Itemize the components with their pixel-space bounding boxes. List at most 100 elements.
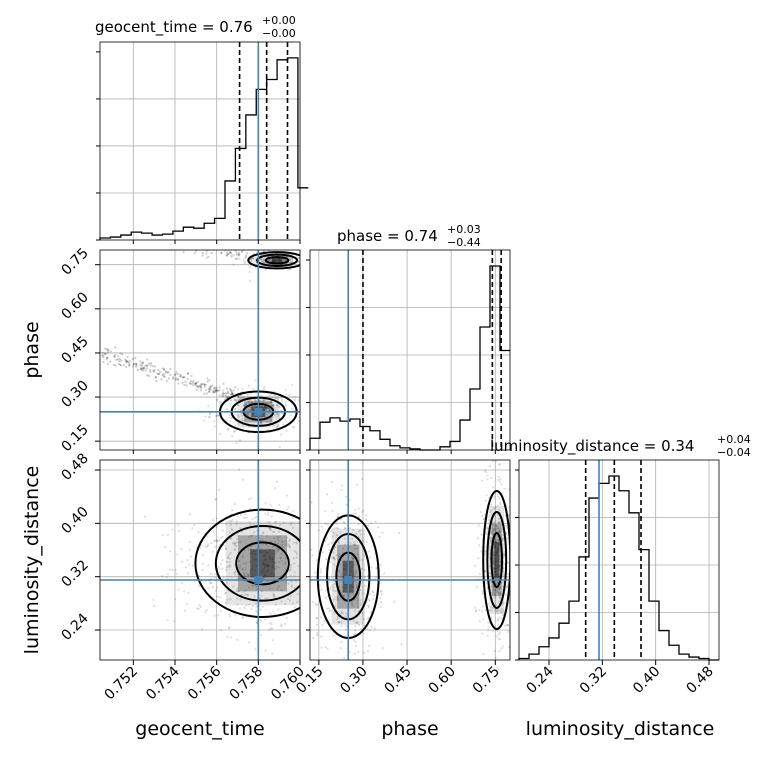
quantile-lines — [238, 42, 289, 240]
scatter-point — [308, 552, 310, 554]
scatter-point — [168, 550, 172, 553]
scatter-point — [282, 540, 285, 543]
scatter-point — [288, 258, 292, 261]
scatter-point — [301, 540, 303, 542]
scatter-point — [265, 420, 269, 423]
scatter-point — [169, 367, 172, 370]
scatter-point — [218, 386, 221, 389]
scatter-point — [226, 428, 229, 431]
scatter-point — [337, 598, 340, 601]
scatter-point — [249, 552, 252, 556]
scatter-point — [244, 569, 247, 572]
scatter-point — [173, 373, 176, 377]
scatter-point — [337, 620, 340, 624]
scatter-point — [213, 572, 216, 576]
scatter-point — [488, 546, 491, 549]
scatter-point — [301, 252, 303, 254]
scatter-point — [495, 540, 498, 543]
scatter-point — [492, 558, 495, 561]
scatter-point — [337, 541, 341, 544]
scatter-point — [157, 372, 160, 376]
scatter-point — [497, 601, 500, 604]
scatter-point — [207, 404, 210, 408]
scatter-point — [377, 525, 380, 529]
scatter-point — [153, 369, 156, 372]
scatter-point — [342, 547, 345, 550]
scatter-point — [497, 475, 500, 478]
scatter-point — [272, 594, 276, 597]
scatter-point — [496, 553, 499, 556]
scatter-point — [232, 393, 235, 396]
scatter-point — [292, 557, 295, 560]
scatter-point — [348, 650, 351, 654]
scatter-point — [285, 539, 288, 543]
scatter-point — [211, 391, 215, 394]
scatter-point — [192, 384, 195, 387]
scatter-point — [270, 400, 273, 404]
scatter-point — [337, 553, 341, 556]
scatter-point — [194, 382, 197, 385]
scatter-point — [333, 558, 336, 561]
scatter-point — [494, 656, 497, 659]
scatter-point — [230, 255, 233, 258]
scatter-point — [226, 396, 229, 399]
scatter-point — [219, 562, 223, 565]
scatter-point — [284, 560, 287, 564]
scatter-point — [142, 367, 145, 370]
scatter-point — [274, 540, 277, 544]
scatter-point — [352, 585, 355, 588]
scatter-point — [264, 552, 267, 555]
scatter-point — [206, 544, 209, 548]
scatter-point — [231, 392, 234, 396]
scatter-point — [487, 603, 490, 606]
scatter-point — [263, 568, 266, 571]
scatter-point — [259, 400, 262, 403]
scatter-point — [262, 398, 265, 402]
scatter-point — [208, 379, 211, 382]
scatter-point — [323, 555, 325, 557]
scatter-point — [165, 369, 168, 373]
scatter-point — [215, 386, 218, 389]
scatter-point — [252, 584, 255, 587]
scatter-point — [492, 561, 495, 564]
scatter-point — [271, 639, 274, 642]
scatter-point — [498, 586, 501, 589]
scatter-point — [494, 566, 497, 570]
scatter-point — [166, 619, 169, 622]
scatter-point — [203, 385, 206, 389]
scatter-point — [490, 476, 493, 480]
scatter-point — [188, 548, 191, 551]
scatter-point — [495, 574, 499, 577]
scatter-point — [481, 592, 484, 595]
scatter-point — [176, 553, 179, 556]
scatter-point — [250, 551, 254, 555]
scatter-point — [213, 576, 216, 579]
scatter-point — [277, 536, 280, 539]
scatter-point — [238, 251, 241, 254]
scatter-point — [191, 564, 194, 567]
scatter-point — [252, 534, 255, 537]
scatter-point — [236, 257, 239, 260]
scatter-point — [318, 529, 321, 532]
scatter-point — [353, 547, 356, 551]
scatter-point — [101, 354, 105, 357]
scatter-point — [282, 521, 285, 524]
scatter-point — [146, 358, 149, 361]
scatter-point — [496, 565, 500, 568]
scatter-point — [238, 607, 242, 610]
scatter-point — [235, 253, 239, 256]
scatter-point — [484, 499, 487, 502]
histogram-step — [99, 57, 309, 240]
scatter-point — [368, 629, 371, 632]
scatter-point — [276, 542, 279, 545]
scatter-point — [379, 597, 382, 600]
scatter-point — [247, 384, 251, 387]
scatter-point — [292, 396, 295, 399]
scatter-point — [104, 353, 107, 356]
scatter-point — [343, 537, 347, 540]
contour-line — [247, 251, 300, 270]
scatter-point — [500, 582, 503, 585]
scatter-point — [245, 593, 248, 596]
scatter-point — [271, 530, 275, 533]
scatter-point — [268, 548, 271, 551]
